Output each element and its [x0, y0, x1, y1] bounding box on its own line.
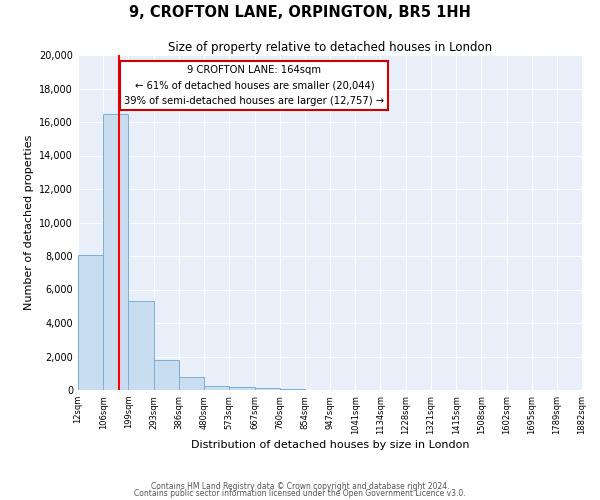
Y-axis label: Number of detached properties: Number of detached properties: [24, 135, 34, 310]
Bar: [78, 255, 103, 390]
Bar: [254, 388, 280, 390]
Bar: [103, 114, 128, 390]
Bar: [280, 389, 305, 390]
Bar: [204, 386, 229, 390]
Bar: [179, 378, 204, 390]
Bar: [154, 360, 179, 390]
Text: Contains public sector information licensed under the Open Government Licence v3: Contains public sector information licen…: [134, 490, 466, 498]
X-axis label: Distribution of detached houses by size in London: Distribution of detached houses by size …: [191, 440, 469, 450]
Text: Contains HM Land Registry data © Crown copyright and database right 2024.: Contains HM Land Registry data © Crown c…: [151, 482, 449, 491]
Title: Size of property relative to detached houses in London: Size of property relative to detached ho…: [168, 41, 492, 54]
Text: 9 CROFTON LANE: 164sqm
← 61% of detached houses are smaller (20,044)
39% of semi: 9 CROFTON LANE: 164sqm ← 61% of detached…: [124, 65, 385, 106]
Text: 9, CROFTON LANE, ORPINGTON, BR5 1HH: 9, CROFTON LANE, ORPINGTON, BR5 1HH: [129, 5, 471, 20]
Bar: [229, 388, 254, 390]
Bar: [128, 301, 154, 390]
